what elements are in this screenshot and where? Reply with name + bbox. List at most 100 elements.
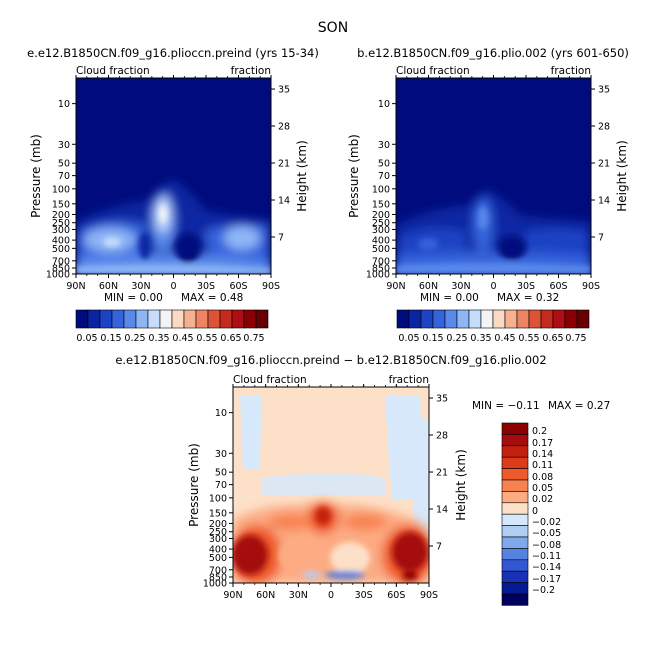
height-tick-label: 28: [598, 122, 610, 133]
min-label: MIN = 0.00: [420, 292, 479, 304]
y-tick-label: 700: [209, 565, 227, 576]
colorbar-swatch: [501, 456, 529, 469]
colorbar-swatch: [501, 536, 529, 549]
x-tick-label: 30S: [517, 281, 535, 292]
y-tick-label: 250: [52, 218, 70, 229]
colorbar-label: 0.05: [532, 483, 553, 494]
height-axis-label: Height (km): [295, 140, 309, 211]
colorbar-swatch: [564, 309, 578, 329]
colorbar-swatch: [147, 309, 161, 329]
x-tick-label: 60S: [229, 281, 247, 292]
y-tick-label: 100: [209, 493, 227, 504]
colorbar-swatch: [432, 309, 446, 329]
y-tick-label: 500: [209, 553, 227, 564]
y-tick-label: 300: [209, 534, 227, 545]
height-axis-label: Height (km): [454, 449, 468, 520]
right-subtitle: fraction: [231, 65, 271, 77]
colorbar-swatch: [501, 525, 529, 538]
contour-field: [396, 78, 591, 274]
panel-title: e.e12.B1850CN.f09_g16.plioccn.preind (yr…: [27, 46, 319, 60]
contour-field: [76, 78, 271, 274]
colorbar-label: −0.14: [532, 562, 561, 573]
x-tick-label: 30N: [131, 281, 150, 292]
axes: 1030507010015020025030040050070085010003…: [203, 384, 448, 601]
colorbar-swatch: [480, 309, 494, 329]
y-tick-label: 70: [378, 171, 390, 182]
y-tick-label: 1000: [366, 270, 390, 281]
colorbar-swatch: [111, 309, 125, 329]
x-tick-label: 0: [170, 281, 176, 292]
colorbar-label: 0.25: [124, 333, 145, 344]
colorbar-label: 0.55: [518, 333, 539, 344]
height-tick-label: 21: [278, 159, 290, 170]
x-tick-label: 90S: [582, 281, 600, 292]
panel-plio: b.e12.B1850CN.f09_g16.plio.002 (yrs 601-…: [347, 46, 629, 344]
colorbar-swatch: [501, 479, 529, 492]
colorbar-swatch: [576, 309, 590, 329]
colorbar-swatch: [99, 309, 113, 329]
colorbar-swatch: [420, 309, 434, 329]
x-tick-label: 30N: [451, 281, 470, 292]
y-tick-label: 150: [52, 199, 70, 210]
colorbar-swatch: [501, 582, 529, 595]
colorbar-label: 0.14: [532, 449, 553, 460]
colorbar-swatch: [501, 593, 529, 606]
colorbar-swatch: [501, 570, 529, 583]
left-subtitle: Cloud fraction: [233, 374, 307, 386]
colorbar-label: 0.05: [398, 333, 419, 344]
colorbar-swatch: [552, 309, 566, 329]
colorbar: 0.05 0.15 0.25 0.35 0.45 0.55 0.65 0.75: [75, 309, 269, 344]
left-subtitle: Cloud fraction: [396, 65, 470, 77]
y-tick-label: 1000: [46, 270, 70, 281]
y-tick-label: 70: [215, 480, 227, 491]
colorbar-swatch: [501, 548, 529, 561]
y-tick-label: 10: [215, 408, 227, 419]
x-tick-label: 60S: [549, 281, 567, 292]
height-tick-label: 21: [436, 468, 448, 479]
y-tick-label: 1000: [203, 579, 227, 590]
height-tick-label: 7: [278, 233, 284, 244]
colorbar-swatch: [501, 559, 529, 572]
y-tick-label: 150: [209, 508, 227, 519]
colorbar-swatch: [501, 422, 529, 435]
right-subtitle: fraction: [551, 65, 591, 77]
height-tick-label: 14: [436, 505, 448, 516]
colorbar-swatch: [87, 309, 101, 329]
height-tick-label: 35: [598, 85, 610, 96]
colorbar-swatch: [444, 309, 458, 329]
y-tick-label: 400: [209, 545, 227, 556]
colorbar-swatch: [171, 309, 185, 329]
height-tick-label: 28: [278, 122, 290, 133]
contour-field: [233, 387, 429, 583]
colorbar-swatch: [396, 309, 410, 329]
height-tick-label: 21: [598, 159, 610, 170]
right-subtitle: fraction: [389, 374, 429, 386]
max-label: MAX = 0.27: [548, 400, 610, 412]
x-tick-label: 60N: [256, 590, 275, 601]
colorbar-swatch: [501, 513, 529, 526]
y-tick-label: 150: [372, 199, 390, 210]
colorbar-label: 0.35: [148, 333, 169, 344]
colorbar-label: −0.2: [532, 585, 555, 596]
height-tick-label: 14: [278, 196, 290, 207]
x-tick-label: 60S: [387, 590, 405, 601]
colorbar-label: −0.05: [532, 528, 561, 539]
y-tick-label: 850: [52, 263, 70, 274]
max-label: MAX = 0.48: [181, 292, 243, 304]
colorbar-swatch: [207, 309, 221, 329]
colorbar-swatch: [456, 309, 470, 329]
colorbar-vertical: 0.2 0.17 0.14 0.11 0.08 0.05 0.02 0 −0.0…: [501, 422, 561, 606]
panel-title: b.e12.B1850CN.f09_g16.plio.002 (yrs 601-…: [357, 46, 629, 60]
colorbar-swatch: [408, 309, 422, 329]
colorbar-swatch: [468, 309, 482, 329]
colorbar-swatch: [516, 309, 530, 329]
x-tick-label: 0: [328, 590, 334, 601]
colorbar-swatch: [75, 309, 89, 329]
axes: 1030507010015020025030040050070085010003…: [366, 75, 610, 292]
colorbar-label: 0.11: [532, 460, 553, 471]
y-tick-label: 30: [58, 140, 70, 151]
left-subtitle: Cloud fraction: [76, 65, 150, 77]
axes: 1030507010015020025030040050070085010003…: [46, 75, 290, 292]
y-axis-label: Pressure (mb): [29, 134, 43, 218]
